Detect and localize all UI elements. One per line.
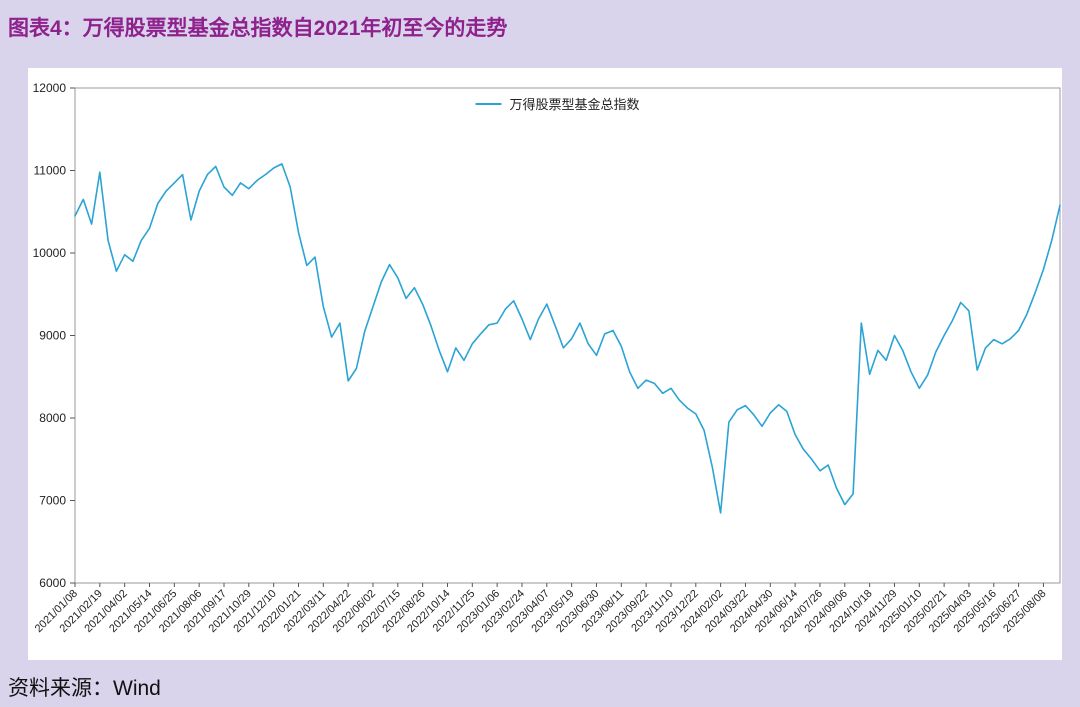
legend-label: 万得股票型基金总指数 <box>510 97 640 112</box>
y-axis-label: 10000 <box>33 246 67 260</box>
y-axis-label: 7000 <box>39 494 66 508</box>
plot-border <box>74 87 1061 584</box>
y-axis-label: 12000 <box>33 81 67 95</box>
chart-panel: 12000 11000 10000 9000 8000 7000 6000 2021/01/0… <box>28 68 1062 660</box>
figure-title: 图表4：万得股票型基金总指数自2021年初至今的走势 <box>8 17 508 40</box>
y-axis-label: 11000 <box>34 164 67 178</box>
series-line <box>74 163 1061 514</box>
source-text: 资料来源：Wind <box>8 677 161 700</box>
y-axis-label: 6000 <box>39 576 66 590</box>
y-axis-label: 8000 <box>39 411 66 425</box>
y-axis-label: 9000 <box>39 329 66 343</box>
line-chart: 12000110001000090008000700060002021/01/0… <box>33 81 1061 635</box>
